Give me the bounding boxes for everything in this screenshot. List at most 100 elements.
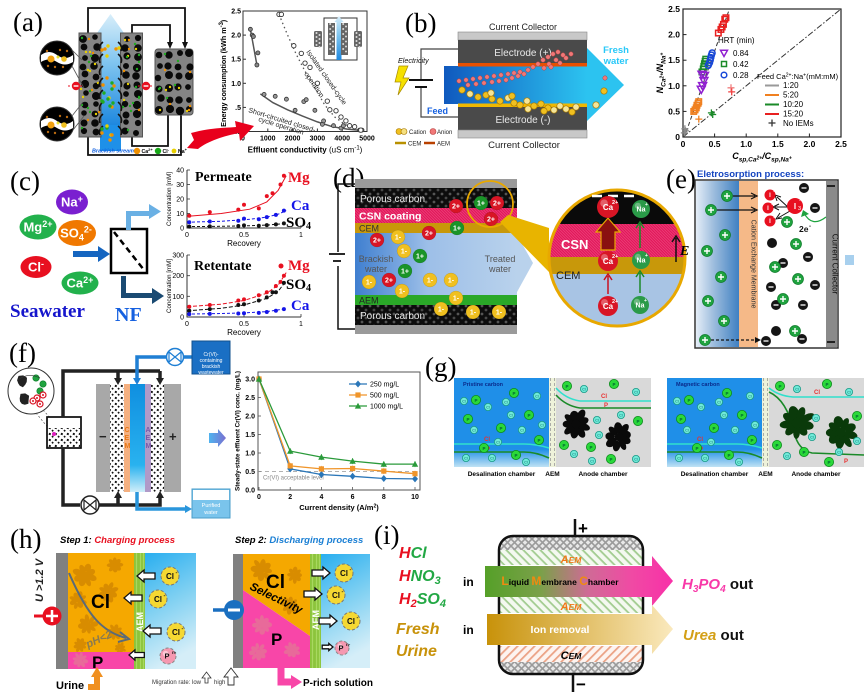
svg-text:1.0: 1.0: [740, 139, 752, 149]
svg-text:P: P: [750, 438, 753, 443]
svg-text:1.5: 1.5: [668, 55, 680, 65]
svg-text:Ca: Ca: [291, 198, 310, 214]
svg-text:0.84: 0.84: [733, 49, 749, 58]
svg-text:0: 0: [257, 494, 261, 501]
svg-text:Step 1: Charging process: Step 1: Charging process: [60, 535, 175, 546]
svg-text:(a): (a): [13, 7, 43, 37]
svg-text:P: P: [740, 413, 743, 418]
svg-text:Mg: Mg: [288, 170, 310, 186]
svg-text:AEM: AEM: [135, 612, 145, 632]
svg-text:Cl-: Cl-: [28, 259, 44, 275]
svg-text:AEM: AEM: [560, 601, 583, 613]
svg-text:2+: 2+: [373, 238, 381, 245]
svg-text:40: 40: [176, 168, 184, 175]
svg-text:2.5: 2.5: [835, 139, 847, 149]
svg-text:CEM: CEM: [408, 142, 421, 148]
svg-text:Feed: Feed: [427, 106, 448, 116]
svg-text:P: P: [482, 446, 485, 451]
svg-text:Concentration [mM]: Concentration [mM]: [166, 172, 173, 226]
svg-text:5:20: 5:20: [783, 91, 799, 100]
svg-text:1-: 1-: [366, 280, 373, 287]
svg-text:CEM: CEM: [359, 224, 379, 234]
svg-text:Electricity: Electricity: [398, 56, 429, 65]
svg-text:AEM: AEM: [359, 296, 379, 306]
svg-text:NF: NF: [115, 304, 142, 326]
svg-text:10:20: 10:20: [783, 100, 804, 109]
svg-text:4000: 4000: [334, 136, 350, 143]
svg-text:CEM: CEM: [556, 270, 580, 282]
svg-text:brackish: brackish: [202, 364, 221, 370]
svg-text:Cl: Cl: [462, 400, 466, 404]
svg-text:Liquid Membrane Chamber: Liquid Membrane Chamber: [501, 574, 619, 588]
svg-text:in: in: [463, 575, 474, 589]
svg-text:.5: .5: [235, 105, 241, 112]
svg-text:250 mg/L: 250 mg/L: [370, 382, 399, 389]
svg-text:P: P: [778, 384, 781, 389]
svg-text:M: M: [125, 443, 131, 450]
svg-text:E: E: [146, 435, 151, 442]
svg-text:100: 100: [172, 294, 184, 301]
svg-text:Eletrosorption process:: Eletrosorption process:: [697, 169, 804, 180]
svg-text:Ca: Ca: [603, 257, 614, 266]
svg-text:No IEMs: No IEMs: [783, 119, 814, 128]
svg-text:3000: 3000: [310, 136, 326, 143]
svg-text:Treated: Treated: [485, 254, 516, 264]
svg-text:HRT (min): HRT (min): [718, 36, 755, 45]
svg-text:P: P: [612, 382, 615, 387]
svg-text:Desalination chamber: Desalination chamber: [681, 471, 749, 478]
svg-text:Csp,Ca2+/Csp,Na+: Csp,Ca2+/Csp,Na+: [732, 151, 792, 164]
svg-text:Cl: Cl: [847, 391, 851, 395]
svg-text:1+: 1+: [416, 254, 424, 261]
svg-text:Cl: Cl: [266, 572, 285, 593]
svg-text:Cl-: Cl-: [163, 147, 170, 155]
svg-text:P: P: [844, 459, 848, 465]
svg-text:CSN coating: CSN coating: [359, 211, 421, 223]
svg-text:2.0: 2.0: [231, 33, 241, 40]
svg-text:Cl: Cl: [709, 441, 713, 445]
svg-text:0.42: 0.42: [733, 60, 749, 69]
svg-text:P: P: [855, 414, 858, 419]
svg-text:Retentate: Retentate: [194, 259, 252, 274]
svg-text:n-: n-: [346, 642, 351, 647]
svg-text:Recovery: Recovery: [227, 239, 261, 248]
svg-text:0.28: 0.28: [733, 71, 749, 80]
svg-text:Ca: Ca: [603, 203, 614, 212]
svg-text:3.0: 3.0: [245, 377, 255, 384]
svg-text:5000: 5000: [359, 136, 375, 143]
svg-text:Feed Ca2+:Na+(mM:mM): Feed Ca2+:Na+(mM:mM): [757, 72, 839, 81]
svg-text:+: +: [645, 253, 648, 259]
svg-text:P: P: [338, 644, 343, 653]
svg-text:AEM: AEM: [545, 471, 559, 478]
svg-text:P: P: [636, 419, 639, 424]
svg-text:8: 8: [382, 494, 386, 501]
svg-text:(b): (b): [405, 8, 436, 38]
svg-text:Cl: Cl: [855, 440, 859, 444]
svg-text:Na: Na: [636, 303, 645, 310]
svg-text:AEM: AEM: [437, 142, 450, 148]
svg-text:Cl: Cl: [677, 457, 681, 461]
svg-text:0: 0: [675, 132, 680, 142]
svg-text:1.5: 1.5: [231, 57, 241, 64]
svg-text:Porous carbon: Porous carbon: [360, 311, 425, 322]
svg-text:P: P: [466, 417, 469, 422]
svg-text:water: water: [203, 510, 218, 516]
svg-text:Cl: Cl: [535, 395, 539, 399]
svg-text:0.5: 0.5: [709, 139, 721, 149]
svg-text:C: C: [125, 427, 130, 434]
svg-text:30: 30: [176, 182, 184, 189]
svg-text:2: 2: [288, 494, 292, 501]
svg-text:Cl: Cl: [737, 461, 741, 465]
svg-text:Cl: Cl: [484, 437, 490, 443]
svg-text:Cl: Cl: [814, 390, 820, 396]
svg-text:-: -: [357, 615, 359, 621]
svg-text:Energy consumption (kWh m-3): Energy consumption (kWh m-3): [219, 19, 228, 127]
svg-text:-: -: [342, 589, 344, 595]
svg-text:P: P: [565, 384, 568, 389]
svg-text:SO4: SO4: [286, 215, 311, 232]
svg-text:0: 0: [185, 232, 189, 239]
svg-text:Cl: Cl: [332, 591, 340, 600]
svg-text:−: −: [576, 675, 586, 692]
svg-text:P: P: [92, 653, 103, 672]
svg-text:Cl: Cl: [733, 429, 737, 433]
svg-text:-: -: [350, 567, 352, 573]
